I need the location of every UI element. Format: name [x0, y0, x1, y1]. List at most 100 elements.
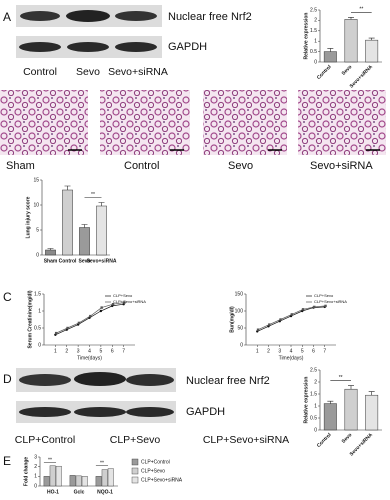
x-tick-label: 5: [99, 348, 102, 354]
y-tick-label: 0: [34, 483, 37, 489]
panel-label: E: [3, 454, 11, 468]
point: [313, 305, 316, 309]
x-tick-label: Sevo: [341, 64, 354, 77]
bar: [365, 394, 379, 431]
y-tick-label: 1: [314, 403, 317, 409]
bar: [344, 19, 358, 63]
error-bar: [81, 224, 88, 228]
y-tick-label: 5: [36, 227, 39, 233]
y-tick-label: 1.5: [310, 391, 317, 397]
x-tick-label: 7: [122, 348, 125, 354]
point: [279, 318, 282, 321]
y-tick-label: 50: [237, 325, 243, 331]
bar: [45, 249, 56, 256]
y-tick-label: 0: [314, 427, 317, 433]
bar: [323, 403, 337, 431]
y-axis-label: Relative expression: [303, 377, 309, 424]
legend-swatch: [131, 458, 139, 466]
x-axis-label: Time(days): [279, 355, 304, 361]
point: [100, 306, 103, 309]
y-tick-label: 1: [38, 308, 41, 314]
y-tick-label: 150: [235, 291, 244, 297]
x-tick-label: Gclc: [74, 489, 85, 495]
y-tick-label: 0.5: [34, 325, 41, 331]
y-tick-label: 2: [314, 379, 317, 385]
y-tick-label: 0: [38, 342, 41, 348]
y-axis-label: Relative expression: [303, 13, 309, 60]
error-bar: [327, 400, 334, 404]
y-tick-label: 10: [33, 202, 39, 208]
legend-label: CLP+Sevo: [141, 468, 165, 474]
bar: [107, 468, 114, 487]
band-label: GAPDH: [186, 406, 225, 418]
bar: [55, 465, 62, 487]
panel-label: D: [3, 372, 12, 386]
x-tick-label: 1: [256, 348, 259, 354]
series-line: [55, 303, 124, 336]
y-axis-label: Serum Creatinine(mg/dl): [27, 290, 33, 348]
legend-label: CLP+Sevo+siRNA: [113, 299, 146, 304]
lane-label: CLP+Sevo+siRNA: [203, 434, 289, 446]
image-label: Control: [124, 160, 159, 172]
x-tick-label: Control: [316, 64, 333, 81]
y-tick-label: 0.5: [310, 49, 317, 55]
y-tick-label: 15: [33, 177, 39, 183]
panel-label: A: [3, 10, 11, 24]
significance-label: **: [100, 460, 104, 466]
bar: [344, 388, 358, 431]
western-blot: [16, 368, 176, 423]
bar: [95, 476, 102, 487]
bar: [62, 189, 73, 256]
point: [77, 321, 81, 325]
x-tick-label: Sevo: [79, 258, 91, 264]
y-tick-label: 0: [314, 59, 317, 65]
bar: [81, 476, 88, 487]
significance-label: **: [91, 192, 95, 198]
significance-label: **: [48, 458, 52, 464]
y-tick-label: 0: [36, 252, 39, 258]
error-bar: [368, 37, 375, 41]
bar: [69, 475, 76, 487]
x-tick-label: 1: [54, 348, 57, 354]
point: [324, 304, 327, 308]
x-tick-label: 4: [88, 348, 91, 354]
bar: [49, 465, 56, 487]
y-tick-label: 2.5: [310, 367, 317, 373]
bar: [75, 475, 82, 487]
x-axis-label: Time(days): [77, 355, 102, 361]
legend-label: CLP+Sevo+siRNA: [314, 299, 347, 304]
significance-label: **: [339, 375, 343, 381]
point: [54, 331, 58, 335]
bar: [365, 39, 379, 63]
legend-swatch: [131, 467, 139, 475]
x-tick-label: 4: [290, 348, 293, 354]
error-bar: [327, 48, 334, 52]
y-tick-label: 2: [34, 464, 37, 470]
image-label: Sevo+siRNA: [310, 160, 373, 172]
bar: [323, 51, 337, 63]
x-tick-label: Sevo: [341, 432, 354, 445]
point: [89, 314, 92, 318]
y-axis-label: Lung injury score: [25, 196, 31, 238]
point: [99, 309, 103, 313]
point: [123, 301, 126, 304]
lane-label: Sevo+siRNA: [108, 66, 168, 78]
legend-label: CLP+Sevo: [314, 293, 334, 298]
band-label: GAPDH: [168, 41, 207, 53]
point: [290, 313, 293, 316]
bar: [79, 227, 90, 256]
y-tick-label: 0: [240, 342, 243, 348]
x-tick-label: Control: [59, 258, 77, 264]
x-tick-label: 6: [111, 348, 114, 354]
point: [301, 308, 305, 311]
legend-label: CLP+Sevo+siRNA: [141, 477, 183, 483]
error-bar: [368, 391, 375, 396]
bar: [96, 205, 107, 256]
x-tick-label: 3: [278, 348, 281, 354]
y-tick-label: 1: [34, 474, 37, 480]
x-tick-label: 7: [323, 348, 326, 354]
y-tick-label: 3: [34, 454, 37, 460]
image-label: Sham: [6, 160, 35, 172]
x-tick-label: HO-1: [47, 489, 59, 495]
